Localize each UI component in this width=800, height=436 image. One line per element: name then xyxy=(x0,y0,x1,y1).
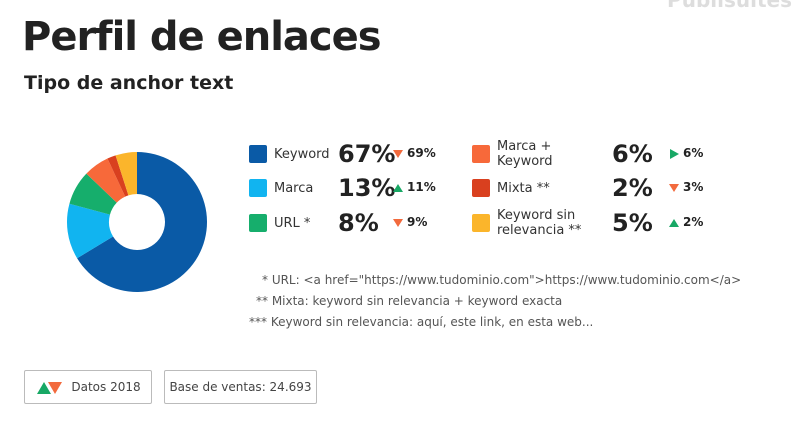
legend-label: Keyword sin relevancia ** xyxy=(497,208,582,238)
trend-arrow xyxy=(393,219,403,227)
donut-segment xyxy=(86,158,126,203)
trend-icon xyxy=(393,184,403,192)
trend-icon xyxy=(393,219,403,227)
period-box: Datos 2018 xyxy=(24,370,152,404)
footnote: * URL: <a href="https://www.tudominio.co… xyxy=(262,273,742,287)
value-label: 2% xyxy=(612,174,653,202)
trend-arrow xyxy=(669,219,679,227)
value-label: 13% xyxy=(338,174,396,202)
footnote: *** Keyword sin relevancia: aquí, este l… xyxy=(249,315,594,329)
legend-swatch xyxy=(249,145,267,163)
value-label: 67% xyxy=(338,140,396,168)
value-label: 6% xyxy=(612,140,653,168)
trend-arrow xyxy=(669,184,679,192)
chart-subtitle: Tipo de anchor text xyxy=(24,72,234,94)
legend-label: Mixta ** xyxy=(497,180,550,196)
base-box: Base de ventas: 24.693 xyxy=(164,370,317,404)
legend-label: Marca xyxy=(274,180,314,196)
donut-segment xyxy=(77,152,208,292)
donut-segment xyxy=(69,173,117,215)
donut-chart xyxy=(67,152,208,292)
comparison-label: 9% xyxy=(407,215,428,229)
trend-icon xyxy=(393,150,403,158)
trend-arrow xyxy=(393,184,403,192)
trend-icon xyxy=(669,184,679,192)
value-label: 5% xyxy=(612,209,653,237)
period: Datos 2018 xyxy=(71,380,141,394)
brand: Publisuites xyxy=(667,0,792,12)
comparison-label: 2% xyxy=(683,215,704,229)
legend-label: Marca + Keyword xyxy=(497,139,553,169)
legend-swatch xyxy=(472,145,490,163)
value-label: 8% xyxy=(338,209,379,237)
legend-swatch xyxy=(249,214,267,232)
comparison-label: 11% xyxy=(407,180,436,194)
donut-segment xyxy=(67,203,114,259)
legend-swatch xyxy=(249,179,267,197)
legend-label: Keyword xyxy=(274,146,330,162)
base: Base de ventas: 24.693 xyxy=(169,380,312,394)
trend-arrow xyxy=(670,149,679,159)
trend-icon xyxy=(669,219,679,227)
comparison-label: 6% xyxy=(683,146,704,160)
trend-legend-icon xyxy=(37,382,63,394)
legend-swatch xyxy=(472,214,490,232)
donut-segment xyxy=(115,152,137,196)
chart-title: Perfil de enlaces xyxy=(22,14,382,60)
donut-segment xyxy=(107,155,129,197)
footnote: ** Mixta: keyword sin relevancia + keywo… xyxy=(256,294,563,308)
trend-arrow xyxy=(393,150,403,158)
comparison-label: 69% xyxy=(407,146,436,160)
comparison-label: 3% xyxy=(683,180,704,194)
legend-swatch xyxy=(472,179,490,197)
trend-icon xyxy=(670,149,679,159)
legend-label: URL * xyxy=(274,215,311,231)
